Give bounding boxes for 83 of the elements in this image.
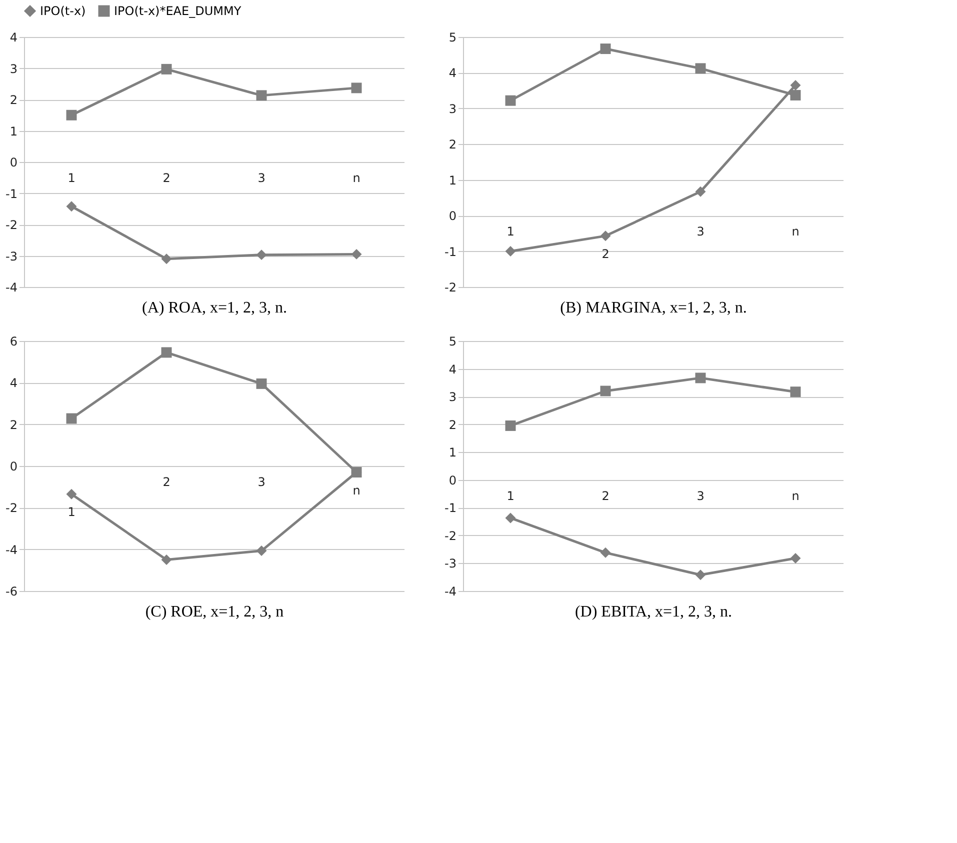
point xyxy=(600,44,611,54)
x-tick-label: n xyxy=(352,171,360,185)
point xyxy=(505,420,516,431)
y-tick-label: 3 xyxy=(448,102,456,116)
point xyxy=(600,386,611,396)
x-axis-title: (D) EBITA, x=1, 2, 3, n. xyxy=(574,604,732,620)
x-tick-label: n xyxy=(792,224,800,239)
point xyxy=(161,64,172,74)
x-tick-label: 3 xyxy=(258,171,266,185)
x-axis-title: (C) ROE, x=1, 2, 3, n xyxy=(145,604,284,620)
point xyxy=(351,82,362,94)
point xyxy=(695,570,706,580)
y-tick-label: -1 xyxy=(6,186,18,201)
point xyxy=(66,413,77,424)
y-tick-label: 6 xyxy=(10,334,18,348)
y-tick-label: -2 xyxy=(444,280,456,294)
y-tick-label: 3 xyxy=(448,390,456,404)
x-tick-label: 3 xyxy=(696,488,704,503)
y-tick-label: -3 xyxy=(444,556,456,571)
point xyxy=(256,90,267,101)
y-tick-label: 4 xyxy=(10,376,18,390)
y-tick-label: -4 xyxy=(6,280,18,294)
y-tick-label: -4 xyxy=(6,542,18,557)
point xyxy=(161,254,172,264)
x-tick-label: 2 xyxy=(162,171,170,185)
y-tick-label: 0 xyxy=(10,156,18,170)
y-tick-label: -1 xyxy=(444,244,456,259)
point xyxy=(600,547,611,558)
point xyxy=(256,546,267,556)
y-tick-label: -3 xyxy=(6,249,18,264)
y-tick-label: 2 xyxy=(10,418,18,432)
point xyxy=(600,230,611,242)
x-tick-label: 1 xyxy=(506,224,514,239)
y-tick-label: 5 xyxy=(448,334,456,348)
legend-label: IPO(t-x) xyxy=(40,4,86,18)
point xyxy=(161,347,172,358)
point xyxy=(161,554,172,565)
point xyxy=(66,488,77,500)
y-tick-label: 1 xyxy=(10,124,18,138)
point xyxy=(695,372,706,384)
y-tick-label: 0 xyxy=(10,460,18,474)
y-tick-label: -2 xyxy=(444,528,456,543)
y-tick-label: 5 xyxy=(448,30,456,44)
y-tick-label: 2 xyxy=(448,138,456,152)
x-tick-label: n xyxy=(352,483,360,498)
x-tick-label: n xyxy=(792,488,800,503)
y-tick-label: 2 xyxy=(10,93,18,107)
point xyxy=(505,246,516,257)
x-tick-label: 3 xyxy=(258,475,266,489)
x-tick-label: 2 xyxy=(162,475,170,489)
y-tick-label: 0 xyxy=(448,209,456,224)
y-tick-label: 4 xyxy=(448,66,456,80)
legend-label: IPO(t-x)*EAE_DUMMY xyxy=(114,4,242,18)
x-axis-title: (B) MARGINA, x=1, 2, 3, n. xyxy=(560,300,747,316)
x-tick-label: 1 xyxy=(506,488,514,503)
point xyxy=(505,95,516,106)
y-tick-label: -4 xyxy=(444,584,456,598)
y-tick-label: -2 xyxy=(6,501,18,516)
y-tick-label: 3 xyxy=(10,62,18,76)
y-tick-label: 2 xyxy=(448,418,456,432)
x-tick-label: 3 xyxy=(696,224,704,239)
point xyxy=(790,552,801,564)
point xyxy=(790,80,801,90)
y-tick-label: -1 xyxy=(444,501,456,516)
y-tick-label: 4 xyxy=(448,362,456,376)
x-tick-label: 2 xyxy=(602,488,610,503)
y-tick-label: 1 xyxy=(448,446,456,460)
y-tick-label: -6 xyxy=(6,584,18,598)
point xyxy=(66,110,77,120)
point xyxy=(695,63,706,74)
point xyxy=(790,90,801,100)
y-tick-label: 0 xyxy=(448,473,456,488)
x-axis-title: (A) ROA, x=1, 2, 3, n. xyxy=(142,300,288,316)
x-tick-label: 1 xyxy=(68,171,76,185)
point xyxy=(505,512,516,524)
point xyxy=(256,378,267,389)
point xyxy=(256,250,267,260)
y-tick-label: 4 xyxy=(10,30,18,44)
point xyxy=(695,186,706,197)
point xyxy=(66,201,77,212)
point xyxy=(790,386,801,398)
point xyxy=(351,248,362,260)
y-tick-label: -2 xyxy=(6,218,18,232)
